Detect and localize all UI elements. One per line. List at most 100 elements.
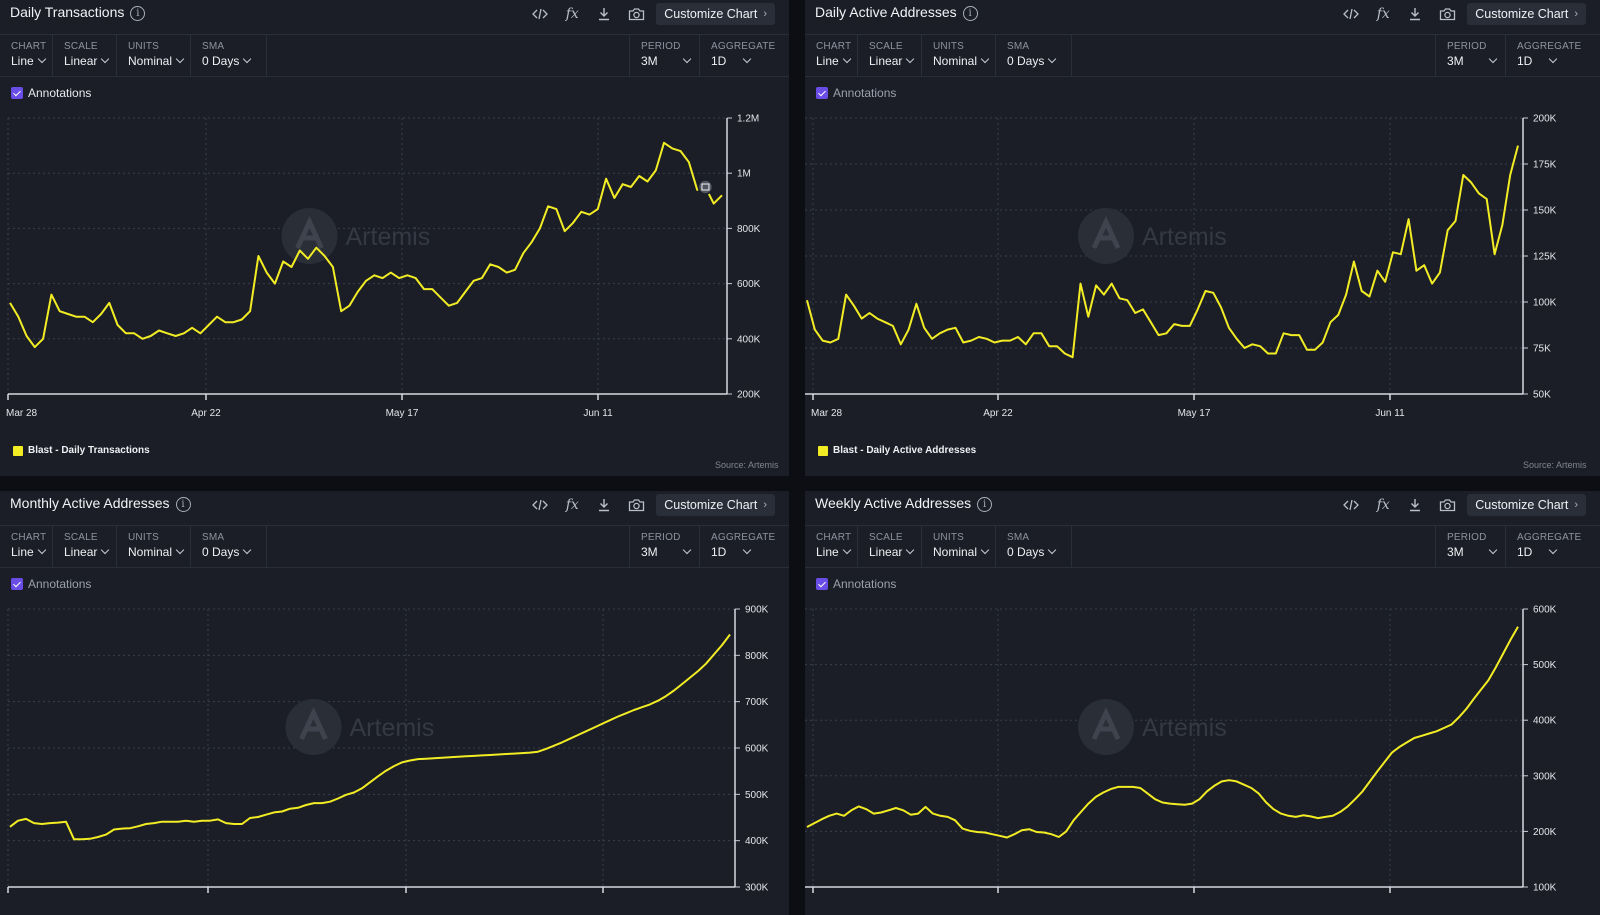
chevron-down-icon — [743, 545, 752, 555]
chevron-down-icon — [906, 545, 915, 555]
y-tick-label: 400K — [1533, 716, 1557, 727]
y-tick-label: 300K — [745, 883, 769, 894]
legend-item[interactable]: Blast - Daily Transactions — [13, 445, 150, 456]
calendar-icon — [701, 183, 710, 191]
y-tick-label: 175K — [1533, 160, 1557, 171]
annotations-toggle[interactable]: Annotations — [11, 86, 91, 100]
period-select[interactable]: PERIOD 3M — [1435, 34, 1505, 76]
customize-chart-button[interactable]: Customize Chart › — [656, 3, 775, 25]
period-select[interactable]: PERIOD 3M — [629, 525, 699, 567]
x-tick-label: Mar 28 — [6, 408, 38, 419]
scale-select[interactable]: SCALE Linear — [53, 34, 117, 76]
download-icon[interactable] — [1399, 493, 1431, 517]
chevron-right-icon: › — [1574, 499, 1578, 511]
embed-code-icon[interactable] — [1335, 493, 1367, 517]
chevron-down-icon — [1488, 54, 1497, 64]
download-icon[interactable] — [1399, 2, 1431, 26]
scale-select[interactable]: SCALE Linear — [53, 525, 117, 567]
period-select[interactable]: PERIOD 3M — [629, 34, 699, 76]
chart-controls: CHART Line SCALE Linear UNITS Nominal SMA 0 … — [805, 34, 1600, 77]
y-tick-label: 50K — [1533, 390, 1551, 401]
annotations-toggle[interactable]: Annotations — [816, 577, 896, 591]
y-tick-label: 75K — [1533, 344, 1551, 355]
chevron-down-icon — [682, 54, 691, 64]
checkbox-checked-icon[interactable] — [816, 578, 828, 590]
units-select[interactable]: UNITS Nominal — [117, 525, 191, 567]
panel-toolbar: fx Customize Chart › — [1335, 2, 1586, 26]
checkbox-checked-icon[interactable] — [11, 87, 23, 99]
chart-panel-monthly-active-addresses: Monthly Active Addresses i fx Customize C… — [0, 491, 789, 915]
annotations-toggle[interactable]: Annotations — [11, 577, 91, 591]
aggregate-select[interactable]: AGGREGATE 1D — [1505, 525, 1600, 567]
y-tick-label: 800K — [737, 224, 761, 235]
info-icon[interactable]: i — [130, 6, 146, 21]
camera-icon[interactable] — [1431, 493, 1463, 517]
x-tick-label: May 17 — [386, 408, 419, 419]
x-tick-label: Apr 22 — [983, 408, 1013, 419]
chart-type-select[interactable]: CHART Line — [805, 34, 858, 76]
info-icon[interactable]: i — [962, 6, 978, 21]
sma-select[interactable]: SMA 0 Days — [191, 34, 267, 76]
camera-icon[interactable] — [1431, 2, 1463, 26]
y-tick-label: 800K — [745, 651, 769, 662]
embed-code-icon[interactable] — [524, 493, 556, 517]
chart-area: 200K 400K 600K 800K 1M 1.2M Mar 28 Apr 22 May 17… — [6, 114, 761, 420]
x-tick-label: Jun 11 — [583, 408, 613, 419]
info-icon[interactable]: i — [175, 497, 191, 512]
chevron-down-icon — [101, 545, 110, 555]
units-select[interactable]: UNITS Nominal — [922, 34, 996, 76]
x-tick-label: Jun 11 — [1375, 408, 1405, 419]
formula-icon[interactable]: fx — [565, 6, 579, 22]
units-select[interactable]: UNITS Nominal — [117, 34, 191, 76]
sma-select[interactable]: SMA 0 Days — [996, 525, 1072, 567]
aggregate-select[interactable]: AGGREGATE 1D — [1505, 34, 1600, 76]
sma-select[interactable]: SMA 0 Days — [191, 525, 267, 567]
scale-select[interactable]: SCALE Linear — [858, 34, 922, 76]
chart-type-select[interactable]: CHART Line — [805, 525, 858, 567]
annotations-toggle[interactable]: Annotations — [816, 86, 896, 100]
y-tick-label: 1.2M — [737, 114, 759, 125]
chevron-down-icon — [243, 54, 252, 64]
chevron-down-icon — [1048, 545, 1057, 555]
formula-icon[interactable]: fx — [565, 497, 579, 513]
watermark: Artemis — [350, 714, 435, 742]
x-tick-label: Apr 22 — [191, 408, 221, 419]
sma-select[interactable]: SMA 0 Days — [996, 34, 1072, 76]
formula-icon[interactable]: fx — [1376, 6, 1390, 22]
chart-panel-daily-active-addresses: Daily Active Addresses i fx Customize Cha… — [805, 0, 1600, 476]
checkbox-checked-icon[interactable] — [11, 578, 23, 590]
chart-area: 50K 75K 100K 125K 150K 175K 200K Mar 28 Apr 22 Ma… — [805, 114, 1557, 419]
download-icon[interactable] — [588, 493, 620, 517]
watermark: Artemis — [1142, 223, 1227, 251]
customize-chart-button[interactable]: Customize Chart › — [1467, 494, 1586, 516]
chart-type-select[interactable]: CHART Line — [0, 525, 53, 567]
y-tick-label: 150K — [1533, 206, 1557, 217]
y-tick-label: 500K — [1533, 660, 1557, 671]
period-select[interactable]: PERIOD 3M — [1435, 525, 1505, 567]
chart-type-select[interactable]: CHART Line — [0, 34, 53, 76]
aggregate-select[interactable]: AGGREGATE 1D — [699, 525, 789, 567]
chart-controls: CHART Line SCALE Linear UNITS Nominal SMA 0 … — [0, 525, 789, 568]
units-select[interactable]: UNITS Nominal — [922, 525, 996, 567]
embed-code-icon[interactable] — [1335, 2, 1367, 26]
y-tick-label: 400K — [737, 334, 761, 345]
customize-chart-button[interactable]: Customize Chart › — [1467, 3, 1586, 25]
download-icon[interactable] — [588, 2, 620, 26]
y-tick-label: 600K — [745, 744, 769, 755]
checkbox-checked-icon[interactable] — [816, 87, 828, 99]
y-tick-label: 300K — [1533, 771, 1557, 782]
embed-code-icon[interactable] — [524, 2, 556, 26]
y-tick-label: 200K — [1533, 114, 1557, 125]
aggregate-select[interactable]: AGGREGATE 1D — [699, 34, 789, 76]
y-tick-label: 400K — [745, 836, 769, 847]
artemis-logo-mark — [1091, 216, 1121, 250]
scale-select[interactable]: SCALE Linear — [858, 525, 922, 567]
camera-icon[interactable] — [620, 2, 652, 26]
legend-item[interactable]: Blast - Daily Active Addresses — [818, 445, 976, 456]
info-icon[interactable]: i — [977, 497, 993, 512]
formula-icon[interactable]: fx — [1376, 497, 1390, 513]
camera-icon[interactable] — [620, 493, 652, 517]
y-tick-label: 1M — [737, 169, 751, 180]
customize-chart-button[interactable]: Customize Chart › — [656, 494, 775, 516]
artemis-logo-mark — [1091, 707, 1121, 741]
